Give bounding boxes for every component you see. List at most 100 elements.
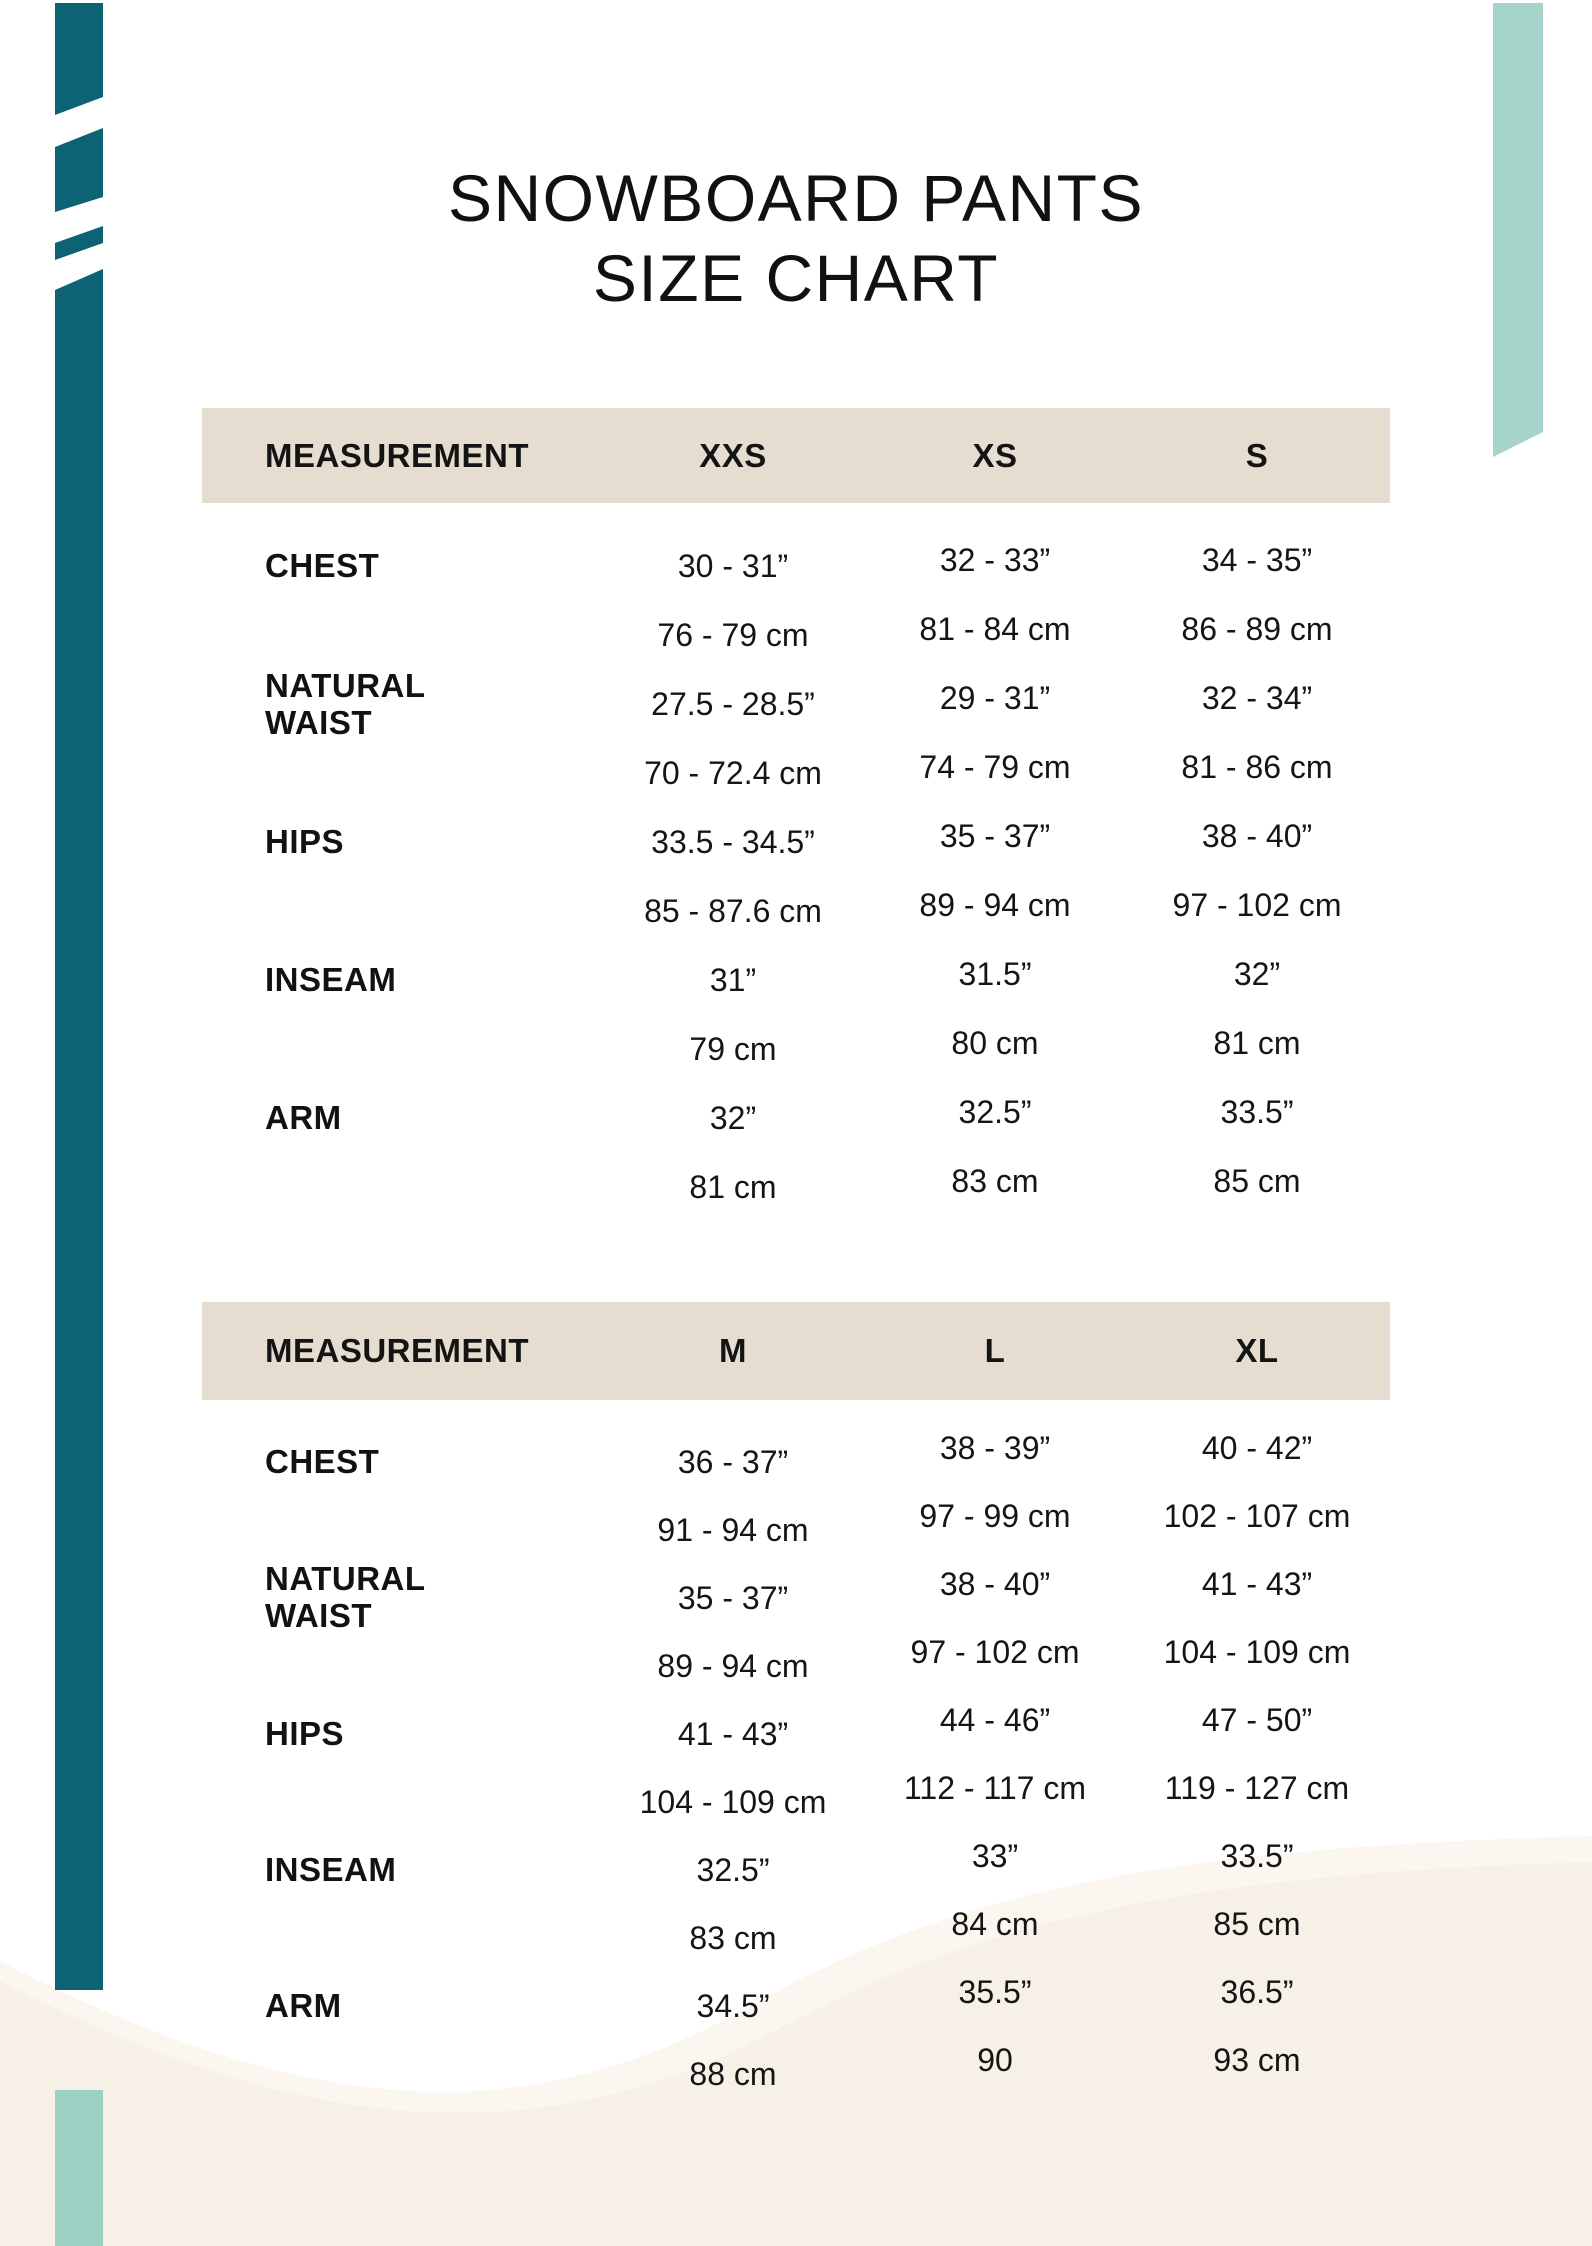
value-inches: 30 - 31”	[677, 548, 789, 584]
value-cm: 112 - 117 cm	[903, 1769, 1086, 1806]
measurement-label: INSEAM	[265, 1850, 397, 1888]
value-cm: 86 - 89 cm	[1181, 611, 1333, 647]
table-row-hips: HIPS 33.5 - 34.5” 35 - 37” 38 - 40” 85 -…	[202, 808, 1390, 946]
value-cm: 90	[977, 2041, 1013, 2078]
measurement-label: NATURAL WAIST	[265, 1560, 425, 1634]
value-inches: 32 - 33”	[939, 542, 1051, 578]
value-inches: 34 - 35”	[1201, 542, 1313, 578]
size-table-xxs-xs-s: MEASUREMENT XXS XS S CHEST 30 - 31” 32 -…	[202, 408, 1390, 1222]
value-inches: 27.5 - 28.5”	[651, 686, 815, 722]
value-inches: 41 - 43”	[1201, 1565, 1313, 1602]
value-inches: 34.5”	[696, 1987, 770, 2024]
value-cm: 83 cm	[951, 1163, 1039, 1199]
value-cm: 84 cm	[951, 1905, 1039, 1942]
measurement-label: ARM	[265, 1986, 342, 2024]
value-inches: 32”	[709, 1100, 757, 1136]
value-inches: 33”	[971, 1837, 1019, 1874]
value-cm: 89 - 94 cm	[919, 887, 1071, 923]
header-size-m: M	[719, 1332, 747, 1369]
header-size-l: L	[984, 1332, 1006, 1369]
value-inches: 32.5”	[696, 1851, 770, 1888]
value-cm: 97 - 102 cm	[1172, 887, 1342, 923]
value-cm: 93 cm	[1213, 2041, 1301, 2078]
value-inches: 40 - 42”	[1201, 1429, 1313, 1466]
table-row-arm: ARM 34.5” 35.5” 36.5” 88 cm 90 93 cm	[202, 1972, 1390, 2108]
value-cm: 104 - 109 cm	[1163, 1633, 1351, 1670]
value-cm: 74 - 79 cm	[919, 749, 1071, 785]
value-inches: 36 - 37”	[677, 1443, 789, 1480]
table-header-band: MEASUREMENT M L XL	[202, 1302, 1390, 1400]
value-inches: 38 - 39”	[939, 1429, 1051, 1466]
table-header-band: MEASUREMENT XXS XS S	[202, 408, 1390, 503]
measurement-label: HIPS	[265, 823, 345, 861]
value-cm: 102 - 107 cm	[1163, 1497, 1351, 1534]
header-size-xs: XS	[972, 436, 1018, 474]
page-title: SNOWBOARD PANTS SIZE CHART	[202, 158, 1390, 318]
header-measurement-label: MEASUREMENT	[265, 436, 530, 474]
wave-cream-shape	[0, 1862, 1592, 2246]
value-cm: 70 - 72.4 cm	[644, 755, 822, 791]
table-row-hips: HIPS 41 - 43” 44 - 46” 47 - 50” 104 - 10…	[202, 1700, 1390, 1836]
value-inches: 35 - 37”	[939, 818, 1051, 854]
value-cm: 79 cm	[689, 1031, 777, 1067]
value-cm: 97 - 102 cm	[910, 1633, 1080, 1670]
value-inches: 38 - 40”	[1201, 818, 1313, 854]
value-cm: 81 cm	[689, 1169, 777, 1205]
value-cm: 88 cm	[689, 2055, 777, 2092]
table-row-inseam: INSEAM 31” 31.5” 32” 79 cm 80 cm 81 cm	[202, 946, 1390, 1084]
table-row-chest: CHEST 30 - 31” 32 - 33” 34 - 35” 76 - 79…	[202, 532, 1390, 670]
measurement-label: INSEAM	[265, 961, 397, 999]
value-cm: 83 cm	[689, 1919, 777, 1956]
page-title-line2: SIZE CHART	[592, 241, 1000, 315]
header-size-s: S	[1245, 436, 1269, 474]
value-cm: 81 - 86 cm	[1181, 749, 1333, 785]
table-row-natural-waist: NATURAL WAIST 27.5 - 28.5” 29 - 31” 32 -…	[202, 666, 1390, 808]
table-rows: CHEST 36 - 37” 38 - 39” 40 - 42” 91 - 94…	[202, 1428, 1390, 2108]
header-measurement-label: MEASUREMENT	[265, 1332, 530, 1369]
value-cm: 85 cm	[1213, 1905, 1301, 1942]
value-cm: 81 cm	[1213, 1025, 1301, 1061]
page-title-line1: SNOWBOARD PANTS	[447, 161, 1144, 235]
measurement-label: NATURAL WAIST	[265, 666, 425, 741]
value-cm: 80 cm	[951, 1025, 1039, 1061]
table-row-arm: ARM 32” 32.5” 33.5” 81 cm 83 cm 85 cm	[202, 1084, 1390, 1222]
value-inches: 38 - 40”	[939, 1565, 1051, 1602]
value-cm: 85 cm	[1213, 1163, 1301, 1199]
value-inches: 35.5”	[958, 1973, 1032, 2010]
measurement-label: CHEST	[265, 1442, 380, 1480]
value-inches: 29 - 31”	[939, 680, 1051, 716]
value-cm: 104 - 109 cm	[639, 1783, 827, 1820]
bottom-wave-decoration	[0, 1836, 1592, 2246]
measurement-label: CHEST	[265, 547, 380, 585]
measurement-label: HIPS	[265, 1714, 345, 1752]
value-cm: 89 - 94 cm	[657, 1647, 809, 1684]
value-inches: 35 - 37”	[677, 1579, 789, 1616]
value-inches: 31”	[709, 962, 757, 998]
table-rows: CHEST 30 - 31” 32 - 33” 34 - 35” 76 - 79…	[202, 532, 1390, 1222]
table-row-inseam: INSEAM 32.5” 33” 33.5” 83 cm 84 cm 85 cm	[202, 1836, 1390, 1972]
value-cm: 81 - 84 cm	[919, 611, 1071, 647]
value-cm: 91 - 94 cm	[657, 1511, 809, 1548]
value-inches: 33.5”	[1220, 1837, 1294, 1874]
value-inches: 32 - 34”	[1201, 680, 1313, 716]
value-inches: 36.5”	[1220, 1973, 1294, 2010]
value-cm: 97 - 99 cm	[919, 1497, 1071, 1534]
table-row-natural-waist: NATURAL WAIST 35 - 37” 38 - 40” 41 - 43”…	[202, 1560, 1390, 1700]
size-table-m-l-xl: MEASUREMENT M L XL CHEST 36 - 37” 38 - 3…	[202, 1302, 1390, 2108]
header-size-xxs: XXS	[699, 436, 767, 474]
value-cm: 119 - 127 cm	[1164, 1769, 1350, 1806]
value-inches: 31.5”	[958, 956, 1032, 992]
value-inches: 47 - 50”	[1201, 1701, 1313, 1738]
value-inches: 33.5 - 34.5”	[651, 824, 815, 860]
value-inches: 32.5”	[958, 1094, 1032, 1130]
value-cm: 85 - 87.6 cm	[644, 893, 822, 929]
value-inches: 41 - 43”	[677, 1715, 789, 1752]
value-inches: 33.5”	[1220, 1094, 1294, 1130]
header-size-xl: XL	[1235, 1332, 1279, 1369]
value-inches: 44 - 46”	[939, 1701, 1051, 1738]
value-cm: 76 - 79 cm	[657, 617, 809, 653]
table-row-chest: CHEST 36 - 37” 38 - 39” 40 - 42” 91 - 94…	[202, 1428, 1390, 1564]
value-inches: 32”	[1233, 956, 1281, 992]
